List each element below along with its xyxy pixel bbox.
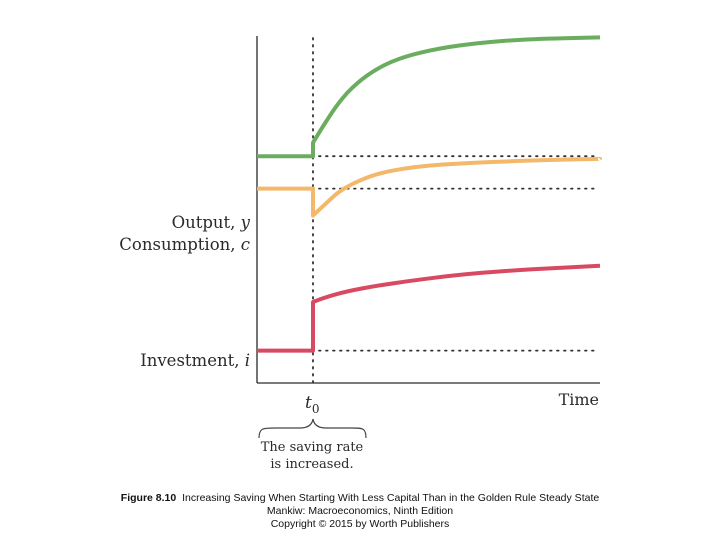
caption-line-3: Copyright © 2015 by Worth Publishers	[270, 518, 450, 530]
series-lines	[257, 35, 603, 353]
figure-title: Increasing Saving When Starting With Les…	[182, 492, 600, 504]
t0-label: t0	[305, 393, 319, 416]
x-axis-label: Time	[559, 390, 599, 409]
axes	[256, 36, 600, 384]
series-label-output: Output, y	[172, 213, 251, 232]
figure-caption: Figure 8.10 Increasing Saving When Start…	[0, 492, 720, 531]
figure-label: Figure 8.10	[120, 492, 177, 504]
series-line-consumption	[257, 156, 603, 218]
series-label-investment: Investment, i	[140, 351, 250, 370]
caption-line-1: Figure 8.10 Increasing Saving When Start…	[0, 492, 720, 505]
annotation-line-2: is increased.	[270, 457, 353, 472]
reference-lines	[318, 155, 599, 352]
chart: Output, y Consumption, c Investment, i t…	[119, 35, 603, 472]
series-line-output	[257, 35, 601, 159]
series-label-consumption: Consumption, c	[119, 235, 250, 254]
annotation-brace	[258, 418, 367, 439]
caption-line-2: Mankiw: Macroeconomics, Ninth Edition	[266, 505, 454, 517]
series-line-investment	[257, 263, 601, 353]
annotation-line-1: The saving rate	[261, 440, 364, 455]
